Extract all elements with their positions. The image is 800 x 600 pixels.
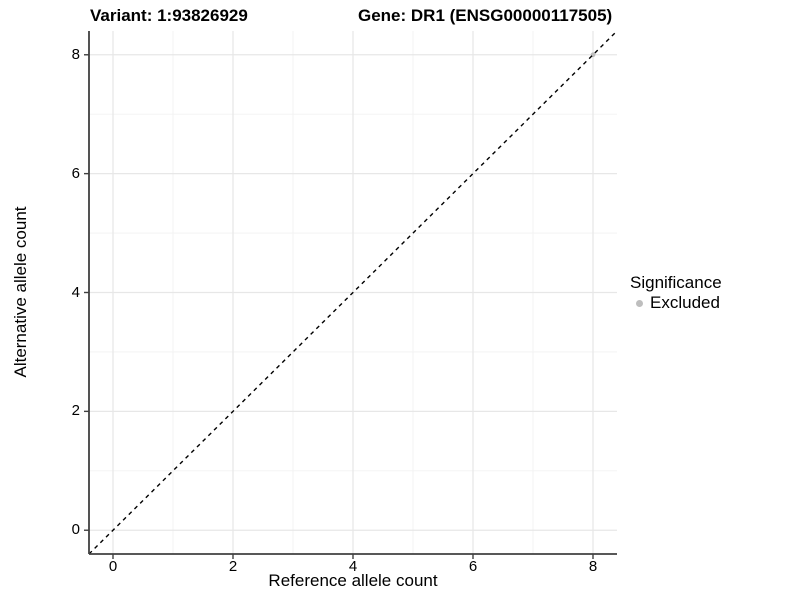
legend-title: Significance <box>630 273 722 292</box>
y-tick-label: 8 <box>71 45 80 63</box>
legend-item-label: Excluded <box>650 293 720 312</box>
legend-item-excluded: Excluded <box>630 293 722 313</box>
y-axis-title: Alternative allele count <box>11 206 30 378</box>
x-tick-label: 4 <box>348 558 358 575</box>
legend-key <box>630 294 648 312</box>
x-axis-title: Reference allele count <box>268 571 438 590</box>
y-tick-label: 2 <box>71 402 80 420</box>
excluded-point-icon <box>635 299 643 307</box>
plot-title-gene: Gene: DR1 (ENSG00000117505) <box>358 6 613 25</box>
identity-dashed-line <box>88 30 618 555</box>
x-tick-label: 8 <box>588 558 598 575</box>
legend: Significance Excluded <box>630 273 722 313</box>
x-tick-label: 2 <box>228 558 238 575</box>
x-tick-label: 6 <box>468 558 478 575</box>
y-tick-label: 0 <box>71 521 80 539</box>
y-tick-label: 4 <box>71 283 80 301</box>
y-tick-label: 6 <box>71 164 80 182</box>
plot-title-variant: Variant: 1:93826929 <box>90 6 248 25</box>
x-tick-label: 0 <box>108 558 118 575</box>
